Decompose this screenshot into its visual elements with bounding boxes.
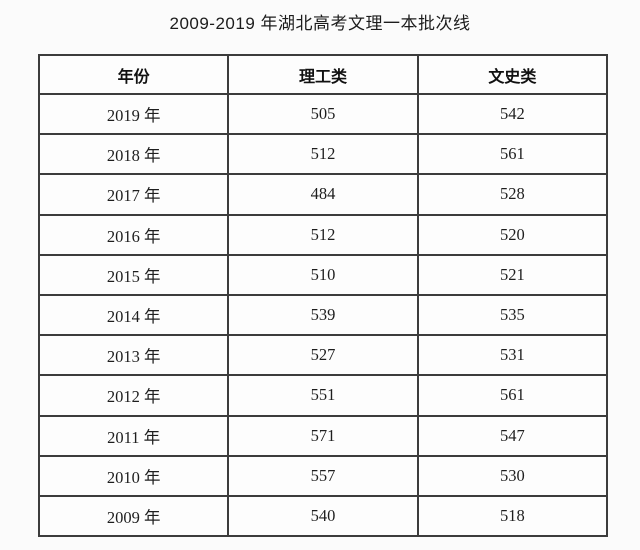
table-row: 2014 年 539 535: [37, 293, 609, 337]
table-body: 2019 年 505 542 2018 年 512 561 2017 年 484 528 2016…: [37, 92, 609, 538]
science-score-cell: 527: [227, 334, 419, 377]
year-cell: 2009 年: [37, 494, 230, 538]
year-cell: 2018 年: [37, 133, 230, 176]
arts-score-cell: 561: [416, 133, 609, 176]
year-cell: 2014 年: [37, 293, 230, 337]
science-score-cell: 512: [227, 133, 419, 176]
science-score-cell: 539: [227, 293, 419, 337]
header-row: 年份 理工类 文史类: [37, 54, 609, 95]
table-row: 2013 年 527 531: [37, 334, 609, 377]
year-cell: 2012 年: [37, 374, 230, 417]
arts-score-cell: 561: [416, 374, 609, 417]
science-score-cell: 540: [227, 494, 419, 538]
arts-score-cell: 542: [416, 92, 609, 136]
science-score-cell: 571: [227, 414, 419, 457]
year-cell: 2017 年: [37, 173, 230, 216]
table-row: 2017 年 484 528: [37, 173, 609, 216]
science-score-cell: 557: [227, 454, 419, 497]
year-cell: 2011 年: [37, 414, 230, 457]
science-score-cell: 512: [227, 213, 419, 256]
arts-score-cell: 530: [416, 454, 609, 497]
science-score-cell: 484: [227, 173, 419, 216]
science-score-cell: 510: [227, 253, 419, 296]
table-row: 2010 年 557 530: [37, 454, 609, 497]
score-table: 年份 理工类 文史类 2019 年 505 542 2018 年 512 561 2017 …: [37, 54, 609, 538]
arts-score-cell: 520: [416, 213, 609, 256]
year-cell: 2010 年: [37, 454, 230, 497]
table-row: 2012 年 551 561: [37, 374, 609, 417]
table-header: 年份 理工类 文史类: [37, 54, 609, 95]
table-row: 2015 年 510 521: [37, 253, 609, 296]
header-year: 年份: [37, 54, 230, 95]
year-cell: 2013 年: [37, 334, 230, 377]
table-row: 2018 年 512 561: [37, 133, 609, 176]
page-title: 2009-2019 年湖北高考文理一本批次线: [169, 14, 471, 33]
arts-score-cell: 535: [416, 293, 609, 337]
table-row: 2019 年 505 542: [37, 92, 609, 136]
table-row: 2011 年 571 547: [37, 414, 609, 457]
science-score-cell: 551: [227, 374, 419, 417]
arts-score-cell: 528: [416, 173, 609, 216]
science-score-cell: 505: [227, 92, 419, 136]
table-row: 2009 年 540 518: [37, 494, 609, 538]
header-science: 理工类: [227, 54, 419, 95]
header-arts: 文史类: [416, 54, 609, 95]
year-cell: 2019 年: [37, 92, 230, 136]
arts-score-cell: 531: [416, 334, 609, 377]
arts-score-cell: 547: [416, 414, 609, 457]
arts-score-cell: 518: [416, 494, 609, 538]
table-row: 2016 年 512 520: [37, 213, 609, 256]
arts-score-cell: 521: [416, 253, 609, 296]
year-cell: 2016 年: [37, 213, 230, 256]
year-cell: 2015 年: [37, 253, 230, 296]
